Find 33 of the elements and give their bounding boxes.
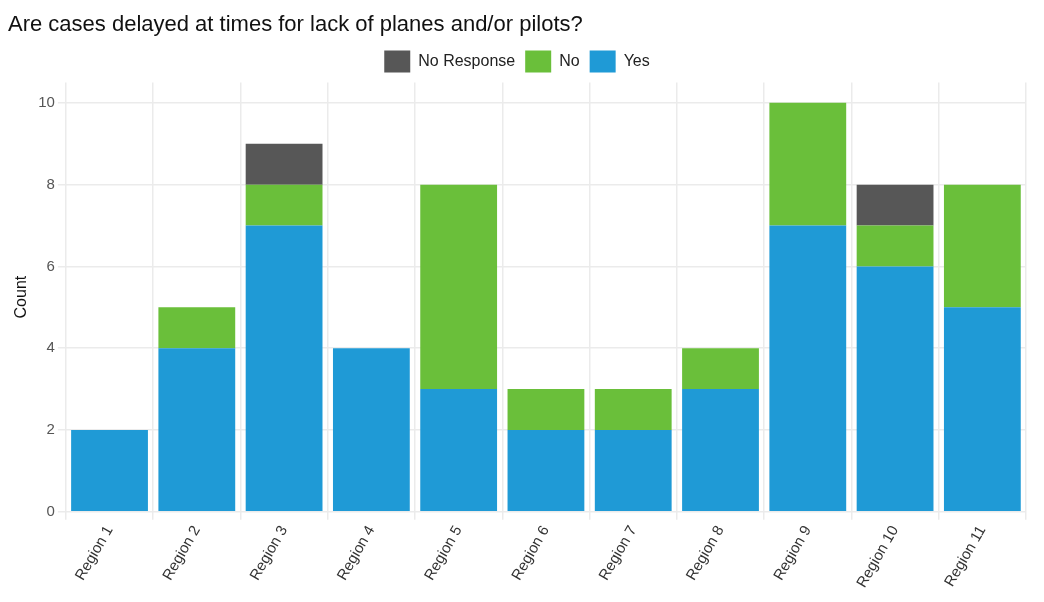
bar	[682, 389, 759, 512]
bar	[420, 389, 498, 512]
bar	[856, 184, 934, 226]
bar	[594, 389, 672, 430]
y-tick-label: 10	[38, 92, 55, 110]
legend-label: No Response	[418, 51, 516, 69]
bar	[332, 348, 410, 512]
legend-label: Yes	[623, 51, 650, 69]
bar	[71, 429, 148, 512]
bar	[943, 184, 1021, 308]
y-tick-label: 6	[46, 256, 55, 274]
bar	[594, 429, 672, 512]
bar	[245, 143, 323, 185]
bar	[245, 225, 323, 512]
y-axis-title: Count	[12, 275, 30, 319]
bar	[420, 184, 498, 390]
y-tick-label: 2	[46, 420, 55, 438]
bar	[507, 429, 585, 512]
bar	[856, 266, 934, 512]
bar	[769, 102, 847, 226]
legend-label: No	[559, 51, 580, 69]
bar	[507, 389, 585, 430]
bar	[158, 307, 236, 349]
bar	[769, 225, 847, 512]
bar	[158, 348, 236, 512]
y-tick-label: 8	[46, 174, 55, 192]
bar	[682, 348, 759, 390]
y-tick-label: 4	[46, 338, 55, 356]
chart-title: Are cases delayed at times for lack of planes and/or pilots?	[8, 11, 583, 37]
bar	[943, 307, 1021, 512]
y-tick-label: 0	[46, 501, 55, 519]
bar	[856, 225, 934, 267]
bar	[245, 184, 323, 226]
